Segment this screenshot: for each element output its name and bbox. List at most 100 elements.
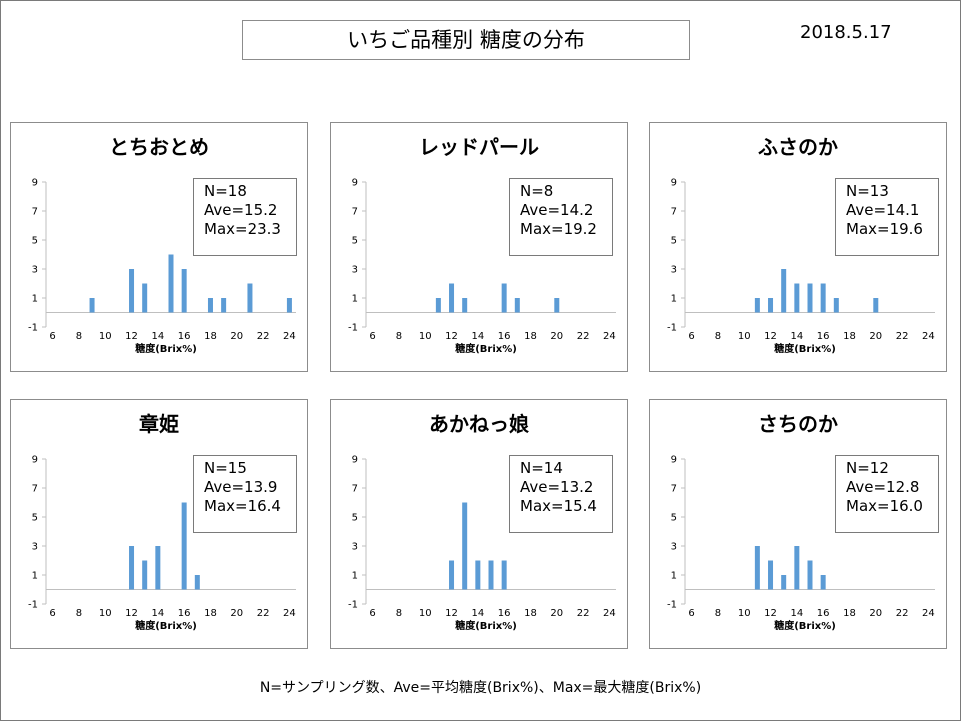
chart-plot: 9 7 5 3 1 -1 6 8 10 12 14 16 18 20 22 24 糖度(Brix%) [348, 455, 616, 632]
x-tick-label: 6 [688, 608, 694, 619]
y-tick-label: 7 [352, 207, 358, 218]
bar [462, 502, 468, 590]
y-tick-label: 7 [671, 484, 677, 495]
y-tick-label: -1 [28, 600, 38, 611]
x-axis-label: 糖度(Brix%) [135, 619, 197, 632]
x-tick-label: 6 [369, 608, 375, 619]
stats-box: N=12 Ave=12.8 Max=16.0 [835, 455, 939, 533]
y-tick-label: 3 [352, 542, 358, 553]
x-tick-label: 22 [577, 331, 590, 342]
x-tick-label: 8 [715, 608, 721, 619]
chart-title: 章姫 [139, 412, 179, 436]
x-tick-label: 14 [471, 331, 484, 342]
x-tick-label: 6 [688, 331, 694, 342]
bar [142, 283, 148, 313]
y-tick-label: 5 [32, 236, 38, 247]
x-tick-label: 10 [99, 608, 112, 619]
stat-max: Max=19.2 [520, 220, 597, 238]
x-tick-label: 12 [125, 331, 138, 342]
stats-box: N=8 Ave=14.2 Max=19.2 [509, 178, 613, 256]
footnote: N=サンプリング数、Ave=平均糖度(Brix%)、Max=最大糖度(Brix%… [259, 680, 702, 696]
x-tick-label: 20 [869, 608, 882, 619]
y-tick-label: 9 [352, 455, 358, 466]
bar [820, 575, 826, 590]
bar [221, 298, 227, 313]
x-tick-label: 12 [445, 331, 458, 342]
y-tick-label: 1 [352, 571, 358, 582]
stat-n: N=14 [520, 459, 563, 477]
chart-panel-5: さちのか 9 7 5 3 1 -1 6 8 10 12 14 16 18 20 22 24 糖度(Brix%) … [649, 399, 947, 649]
x-tick-label: 8 [396, 608, 402, 619]
chart-panel-2: ふさのか 9 7 5 3 1 -1 6 8 10 12 14 16 18 20 22 24 糖度(Brix%) … [649, 122, 947, 372]
x-tick-label: 6 [49, 331, 55, 342]
y-tick-label: -1 [667, 323, 677, 334]
bar [168, 254, 174, 313]
bar [873, 298, 879, 313]
x-axis-label: 糖度(Brix%) [135, 342, 197, 355]
x-tick-label: 16 [178, 331, 191, 342]
x-tick-label: 18 [843, 608, 856, 619]
y-tick-label: 5 [671, 513, 677, 524]
chart-plot: 9 7 5 3 1 -1 6 8 10 12 14 16 18 20 22 24 糖度(Brix%) [667, 455, 935, 632]
x-axis-label: 糖度(Brix%) [774, 342, 836, 355]
x-tick-label: 6 [49, 608, 55, 619]
bar [488, 560, 494, 590]
x-tick-label: 14 [151, 608, 164, 619]
bar [207, 298, 213, 313]
y-tick-label: 7 [32, 484, 38, 495]
x-tick-label: 22 [896, 608, 909, 619]
x-tick-label: 12 [764, 331, 777, 342]
stat-n: N=15 [204, 459, 247, 477]
x-tick-label: 22 [577, 608, 590, 619]
bar [142, 560, 148, 590]
x-tick-label: 10 [419, 608, 432, 619]
chart-title: ふさのか [758, 135, 838, 159]
x-tick-label: 18 [843, 331, 856, 342]
x-tick-label: 8 [76, 331, 82, 342]
stat-max: Max=15.4 [520, 497, 597, 515]
x-tick-label: 14 [151, 331, 164, 342]
bar [754, 546, 760, 590]
bar [833, 298, 839, 313]
x-tick-label: 16 [498, 608, 511, 619]
x-tick-label: 20 [550, 331, 563, 342]
chart-plot: 9 7 5 3 1 -1 6 8 10 12 14 16 18 20 22 24 糖度(Brix%) [667, 178, 935, 355]
bar [781, 575, 787, 590]
x-tick-label: 8 [396, 331, 402, 342]
x-tick-label: 16 [498, 331, 511, 342]
y-tick-label: -1 [348, 600, 358, 611]
x-tick-label: 20 [869, 331, 882, 342]
x-tick-label: 16 [817, 608, 830, 619]
bar [181, 269, 187, 313]
x-axis-label: 糖度(Brix%) [774, 619, 836, 632]
stat-max: Max=16.4 [204, 497, 281, 515]
chart-title: さちのか [758, 412, 838, 436]
bar [501, 560, 507, 590]
bar [807, 560, 813, 590]
x-tick-label: 16 [178, 608, 191, 619]
bar [89, 298, 95, 313]
bar [435, 298, 441, 313]
x-tick-label: 10 [738, 608, 751, 619]
chart-panel-3: 章姫 9 7 5 3 1 -1 6 8 10 12 14 16 18 20 22 24 糖度(Brix%) N=… [10, 399, 308, 649]
y-tick-label: -1 [28, 323, 38, 334]
chart-title: とちおとめ [109, 135, 209, 159]
x-tick-label: 22 [257, 608, 270, 619]
y-tick-label: 7 [32, 207, 38, 218]
y-tick-label: 3 [32, 265, 38, 276]
stats-box: N=15 Ave=13.9 Max=16.4 [193, 455, 297, 533]
x-tick-label: 24 [922, 331, 935, 342]
y-tick-label: 9 [32, 178, 38, 189]
y-tick-label: -1 [667, 600, 677, 611]
stat-ave: Ave=12.8 [846, 478, 920, 496]
chart-title: あかねっ娘 [429, 412, 529, 436]
y-tick-label: 5 [32, 513, 38, 524]
y-tick-label: 1 [671, 294, 677, 305]
bar [475, 560, 481, 590]
x-tick-label: 14 [471, 608, 484, 619]
y-tick-label: 5 [352, 236, 358, 247]
stat-ave: Ave=13.2 [520, 478, 594, 496]
x-tick-label: 10 [419, 331, 432, 342]
bar [820, 283, 826, 313]
y-tick-label: 5 [671, 236, 677, 247]
